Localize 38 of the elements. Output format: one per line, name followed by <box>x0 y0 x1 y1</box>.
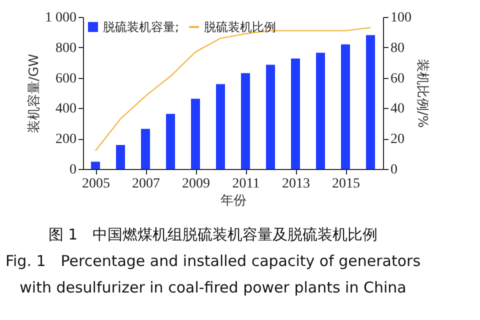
y-tick-label: 800 <box>56 40 76 56</box>
y2-tick-label: 20 <box>390 132 404 148</box>
y-tick-label: 0 <box>70 162 76 178</box>
x-tick-label: 2005 <box>82 176 110 192</box>
text: with desulfurizer in coal-fired power plants in China <box>20 278 406 297</box>
x-tick-label: 2007 <box>132 176 160 192</box>
y-axis-title: 装机容量/GW <box>26 54 42 134</box>
bar <box>341 44 350 169</box>
bar <box>116 144 125 169</box>
y2-tick-label: 40 <box>390 102 404 117</box>
y2-tick-label: 60 <box>390 71 404 86</box>
bar <box>366 35 375 169</box>
bar <box>91 162 100 169</box>
y2-tick-label: 80 <box>390 40 404 56</box>
bar <box>166 114 175 169</box>
bar <box>141 128 150 169</box>
x-tick-label: 2015 <box>332 176 360 192</box>
x-axis-title: 年份 <box>220 194 246 208</box>
legend-label: 脱硫装机比例 <box>204 20 276 34</box>
x-tick-label: 2011 <box>232 176 260 192</box>
y-tick-label: 600 <box>56 71 76 86</box>
bar <box>191 98 200 169</box>
y-tick-label: 200 <box>56 132 76 148</box>
legend-label: 脱硫装机容量; <box>103 20 180 34</box>
caption: 图 1 中国燃煤机组脱硫装机容量及脱硫装机比例 <box>48 225 378 244</box>
y2-axis-title: 装机比例/% <box>414 59 430 128</box>
bar <box>216 84 225 169</box>
y-tick-label: 1 000 <box>45 10 76 26</box>
bar <box>241 73 250 169</box>
x-tick-label: 2009 <box>182 176 210 192</box>
y2-tick-label: 100 <box>390 10 412 26</box>
y-tick-label: 400 <box>56 102 76 117</box>
y2-tick-label: 0 <box>390 162 398 178</box>
bar <box>316 52 325 169</box>
caption: Fig. 1 Percentage and installed capacity of generators <box>5 252 421 270</box>
x-tick-label: 2013 <box>282 176 310 192</box>
bar <box>291 58 300 169</box>
bar <box>266 64 275 169</box>
